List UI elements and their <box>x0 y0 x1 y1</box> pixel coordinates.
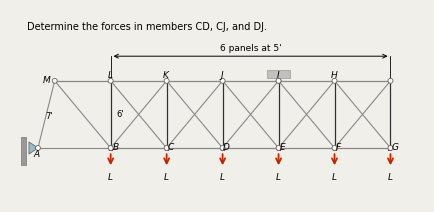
Text: L: L <box>108 71 112 80</box>
Text: 6 panels at 5': 6 panels at 5' <box>220 44 281 53</box>
Circle shape <box>164 78 169 83</box>
Text: M: M <box>43 76 51 85</box>
Text: G: G <box>392 143 399 152</box>
Text: E: E <box>279 143 285 152</box>
Text: 7': 7' <box>46 112 53 121</box>
Circle shape <box>388 78 393 83</box>
Text: L: L <box>276 173 281 182</box>
Circle shape <box>36 145 40 151</box>
Circle shape <box>332 145 337 151</box>
Text: L: L <box>164 173 169 182</box>
Text: L: L <box>388 173 393 182</box>
Text: D: D <box>223 143 230 152</box>
Circle shape <box>276 78 281 83</box>
Text: H: H <box>331 71 337 80</box>
Text: B: B <box>113 143 119 152</box>
Text: F: F <box>336 143 341 152</box>
Text: L: L <box>332 173 337 182</box>
Text: L: L <box>108 173 113 182</box>
Circle shape <box>388 145 393 151</box>
Text: K: K <box>163 71 169 80</box>
Circle shape <box>164 145 169 151</box>
Bar <box>267 70 290 78</box>
Circle shape <box>220 145 225 151</box>
Circle shape <box>108 78 113 83</box>
Circle shape <box>52 78 57 83</box>
Bar <box>21 137 26 165</box>
Circle shape <box>108 145 113 151</box>
Text: Determine the forces in members CD, CJ, and DJ.: Determine the forces in members CD, CJ, … <box>27 22 267 32</box>
Circle shape <box>276 78 281 83</box>
Text: L: L <box>220 173 225 182</box>
Circle shape <box>220 78 225 83</box>
Circle shape <box>332 78 337 83</box>
Circle shape <box>276 145 281 151</box>
Polygon shape <box>29 142 38 154</box>
Text: C: C <box>168 143 174 152</box>
Text: I: I <box>277 71 279 80</box>
Text: 6': 6' <box>116 110 124 119</box>
Text: A: A <box>34 150 40 159</box>
Text: J: J <box>221 71 224 80</box>
